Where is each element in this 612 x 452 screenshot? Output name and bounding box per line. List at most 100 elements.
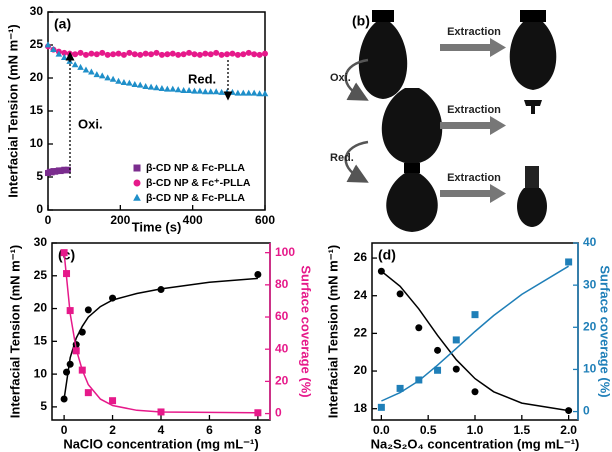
marker-circle bbox=[180, 51, 187, 58]
y2-tick-label: 0 bbox=[275, 406, 282, 420]
marker-triangle bbox=[126, 79, 133, 86]
y-tick-label: 20 bbox=[354, 363, 368, 377]
x-tick-label: 200 bbox=[110, 213, 130, 227]
droplet-fragment bbox=[524, 100, 542, 114]
y2-tick-label: 20 bbox=[583, 319, 597, 333]
y-tick-label: 25 bbox=[30, 37, 44, 51]
marker-triangle bbox=[44, 41, 52, 48]
marker-triangle bbox=[115, 77, 122, 84]
marker-circle bbox=[415, 324, 423, 332]
y-axis-label: Interfacial Tension (mN m⁻¹) bbox=[5, 24, 20, 197]
needle bbox=[372, 10, 394, 22]
x-tick-label: 1.0 bbox=[467, 423, 484, 437]
y-tick-label: 30 bbox=[34, 235, 48, 249]
y-tick-label: 20 bbox=[30, 70, 44, 84]
marker-triangle bbox=[207, 88, 215, 95]
marker-circle bbox=[66, 50, 73, 57]
marker-circle bbox=[153, 49, 160, 56]
marker-circle bbox=[218, 51, 225, 58]
legend-swatch bbox=[133, 193, 141, 201]
panel-label: (d) bbox=[378, 247, 396, 263]
fit-line bbox=[380, 270, 569, 412]
marker-circle bbox=[148, 51, 155, 58]
y-tick-label: 15 bbox=[34, 334, 48, 348]
fit-line bbox=[63, 277, 258, 400]
x-tick-label: 4 bbox=[158, 423, 165, 437]
legend-swatch bbox=[133, 164, 141, 172]
marker-circle bbox=[120, 51, 127, 58]
marker-circle bbox=[77, 49, 84, 56]
marker-circle bbox=[434, 346, 442, 354]
marker-circle bbox=[565, 407, 573, 415]
transition-label: Oxi. bbox=[330, 72, 351, 84]
marker-circle bbox=[213, 49, 220, 56]
marker-triangle bbox=[136, 81, 144, 88]
marker-triangle bbox=[142, 82, 149, 89]
x-tick-label: 0.0 bbox=[373, 423, 390, 437]
marker-circle bbox=[169, 50, 176, 57]
marker-circle bbox=[234, 51, 241, 58]
marker-circle bbox=[471, 388, 479, 396]
y2-axis-label: Surface coverage (%) bbox=[598, 265, 612, 397]
needle bbox=[525, 166, 539, 188]
marker-circle bbox=[240, 51, 247, 58]
marker-square bbox=[64, 166, 71, 173]
marker-square bbox=[60, 249, 68, 257]
annotation: Oxi. bbox=[78, 116, 103, 131]
y-tick-label: 10 bbox=[30, 136, 44, 150]
marker-triangle bbox=[109, 75, 117, 82]
marker-circle bbox=[262, 50, 268, 57]
marker-circle bbox=[131, 51, 138, 58]
marker-triangle bbox=[250, 89, 258, 96]
marker-circle bbox=[256, 51, 263, 58]
marker-triangle bbox=[174, 86, 182, 93]
marker-circle bbox=[99, 49, 106, 56]
marker-circle bbox=[224, 51, 231, 58]
marker-circle bbox=[452, 365, 460, 373]
marker-circle bbox=[196, 51, 203, 58]
y-axis-label: Interfacial Tension (mN m⁻¹) bbox=[7, 245, 22, 418]
marker-circle bbox=[175, 51, 182, 58]
y-tick-label: 22 bbox=[354, 326, 368, 340]
curved-arrow bbox=[344, 58, 369, 101]
droplet bbox=[386, 173, 438, 232]
marker-circle bbox=[158, 51, 165, 58]
curved-arrow bbox=[344, 140, 369, 183]
droplet bbox=[517, 188, 547, 227]
y-tick-label: 24 bbox=[354, 288, 368, 302]
y2-tick-label: 60 bbox=[275, 309, 289, 323]
marker-circle bbox=[164, 51, 171, 58]
x-tick-label: 2 bbox=[109, 423, 116, 437]
panel-label: (b) bbox=[352, 13, 370, 29]
marker-triangle bbox=[234, 89, 242, 96]
y-tick-label: 10 bbox=[34, 366, 48, 380]
marker-triangle bbox=[55, 50, 63, 57]
marker-circle bbox=[229, 50, 236, 57]
fit-line bbox=[381, 265, 569, 402]
panel-label: (a) bbox=[54, 16, 71, 32]
fit-line bbox=[63, 252, 258, 414]
marker-circle bbox=[207, 51, 214, 58]
marker-triangle bbox=[212, 88, 220, 95]
x-tick-label: 2.0 bbox=[560, 423, 577, 437]
y-tick-label: 26 bbox=[354, 250, 368, 264]
marker-triangle bbox=[164, 85, 171, 92]
marker-triangle bbox=[185, 86, 193, 93]
marker-circle bbox=[142, 50, 149, 57]
marker-circle bbox=[60, 395, 68, 403]
droplet bbox=[381, 88, 443, 164]
marker-triangle bbox=[240, 89, 247, 96]
marker-triangle bbox=[158, 84, 166, 91]
y2-tick-label: 80 bbox=[275, 277, 289, 291]
marker-circle bbox=[202, 50, 209, 57]
marker-triangle bbox=[153, 84, 160, 91]
step-label: Extraction bbox=[447, 104, 501, 116]
legend-label: β-CD NP & Fc-PLLA bbox=[146, 162, 245, 174]
marker-triangle bbox=[77, 63, 84, 70]
marker-circle bbox=[93, 51, 100, 58]
marker-triangle bbox=[104, 74, 111, 81]
legend-label: β-CD NP & Fc⁺-PLLA bbox=[146, 177, 251, 189]
y-tick-label: 25 bbox=[34, 268, 48, 282]
